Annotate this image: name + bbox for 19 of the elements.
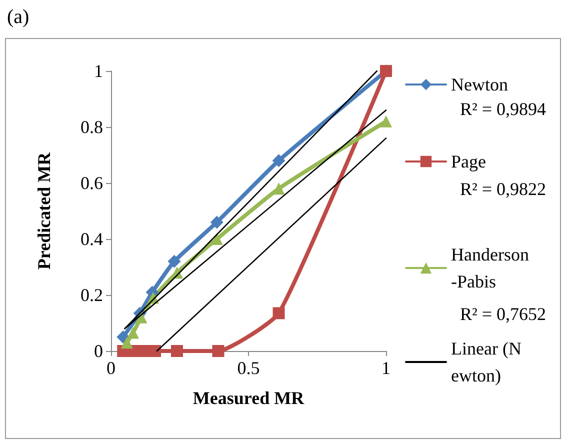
legend-label: Handerson-Pabis: [451, 244, 529, 292]
legend-label: Newton: [451, 74, 508, 94]
legend-label: Page: [451, 152, 486, 172]
x-axis-title: Measured MR: [192, 388, 306, 408]
y-axis-title: Predicated MR: [34, 151, 54, 270]
chart-title: (a): [7, 6, 30, 28]
text: R² = 0,9894: [460, 99, 546, 119]
text: R² = 0,7652: [460, 304, 546, 324]
text: R² = 0,9822: [460, 179, 546, 199]
x-tick-label: 0.5: [237, 358, 260, 378]
y-tick-label: 0.4: [80, 229, 103, 249]
x-tick-label: 0: [106, 358, 116, 378]
y-tick-label: 0: [94, 341, 103, 361]
y-tick-label: 0.8: [80, 117, 103, 137]
y-tick-label: 1: [94, 61, 103, 81]
x-tick-label: 1: [382, 358, 390, 378]
y-tick-label: 0.2: [80, 285, 103, 305]
y-tick-label: 0.6: [80, 173, 103, 193]
legend-label: Linear (Newton): [451, 338, 522, 386]
